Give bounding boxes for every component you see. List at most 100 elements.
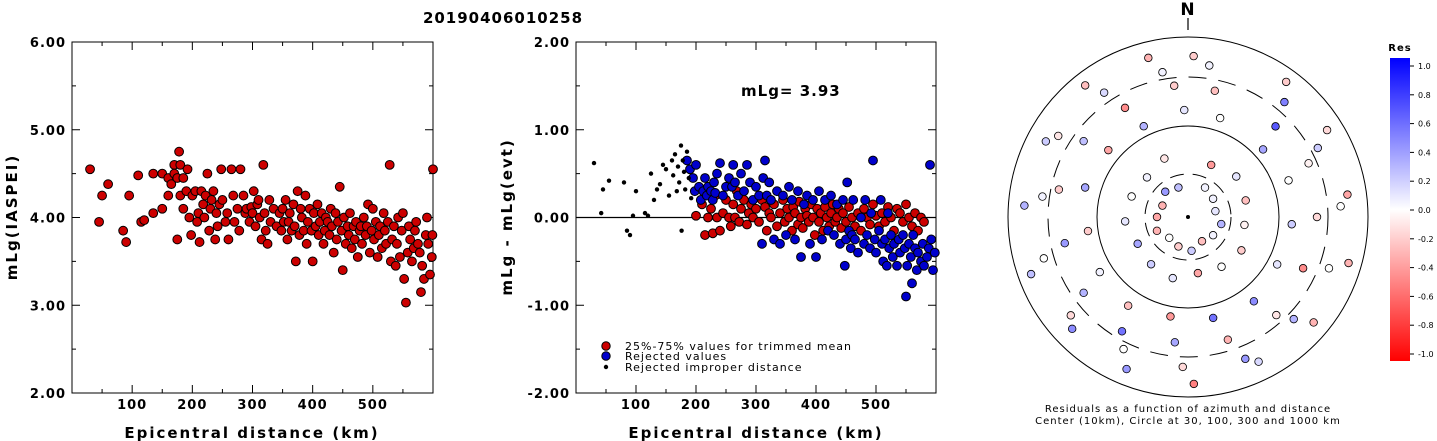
x-tick-label: 400 — [801, 398, 831, 413]
x-tick-label: 300 — [237, 398, 267, 413]
data-point — [222, 208, 233, 219]
data-point — [781, 230, 791, 240]
station-point — [1322, 125, 1332, 135]
station-point — [1241, 354, 1250, 364]
data-point — [621, 180, 627, 185]
data-point — [633, 188, 639, 194]
station-point — [1193, 268, 1203, 278]
data-point — [718, 190, 728, 201]
data-point — [235, 164, 246, 175]
data-point — [417, 260, 428, 271]
station-point — [1083, 226, 1093, 236]
data-point — [337, 265, 348, 276]
station-point — [1174, 183, 1183, 192]
data-point — [405, 234, 416, 245]
data-point — [172, 234, 183, 245]
data-point — [390, 260, 401, 271]
data-point — [97, 190, 107, 201]
data-point — [657, 181, 663, 187]
data-point — [669, 158, 675, 163]
station-point — [1144, 53, 1153, 63]
data-point — [290, 256, 301, 267]
data-point — [730, 177, 740, 188]
data-point — [797, 223, 808, 233]
x-tick-label: 100 — [117, 398, 147, 413]
data-point — [599, 210, 604, 216]
data-point — [871, 247, 881, 258]
data-point — [709, 177, 719, 188]
data-point — [591, 160, 597, 166]
data-point — [284, 208, 295, 219]
data-point — [725, 221, 736, 232]
station-point — [1208, 231, 1218, 240]
data-point — [742, 159, 752, 170]
chart1-y-axis-label: mLg(IASPEI) — [3, 154, 21, 280]
colorbar-gradient — [1390, 58, 1410, 361]
data-point — [700, 230, 710, 240]
station-point — [1168, 273, 1177, 283]
data-point — [399, 274, 410, 284]
station-point — [1208, 313, 1218, 323]
station-point — [1080, 81, 1090, 90]
data-point — [814, 186, 824, 197]
station-point — [1158, 68, 1167, 77]
data-point — [398, 208, 408, 219]
data-point — [844, 202, 854, 212]
data-point — [358, 212, 369, 223]
data-point — [288, 199, 299, 210]
data-point — [238, 190, 249, 201]
data-point — [715, 225, 725, 236]
station-point — [1208, 194, 1218, 203]
station-point — [1099, 88, 1109, 97]
legend-marker-rejected — [601, 351, 611, 361]
data-point — [869, 234, 880, 245]
station-point — [1217, 219, 1226, 229]
data-point — [423, 238, 434, 249]
chart2-y-axis-label: mLg - mLg(evt) — [498, 138, 516, 295]
station-point — [1039, 254, 1049, 263]
data-point — [811, 252, 821, 262]
epicenter-dot — [1186, 215, 1190, 219]
legend-label-rejected: Rejected values — [625, 350, 727, 363]
data-point — [736, 203, 746, 214]
data-point — [764, 177, 775, 188]
data-point — [887, 252, 898, 262]
data-point — [775, 208, 785, 219]
data-point — [706, 203, 716, 214]
magnitude-vs-distance-chart: 100 200 300 400 500 2.00 3.00 4.00 5.00 6.00 Epic… — [3, 36, 438, 441]
x-tick-label: 500 — [861, 398, 891, 413]
station-point — [1343, 190, 1352, 199]
data-point — [691, 210, 701, 221]
station-point — [1161, 187, 1170, 196]
data-point — [875, 195, 886, 205]
data-point — [175, 159, 186, 170]
station-point — [1170, 81, 1179, 90]
data-point — [349, 234, 360, 245]
data-point — [334, 181, 345, 192]
data-point — [751, 181, 761, 192]
data-point — [232, 203, 243, 214]
data-point — [330, 208, 341, 219]
station-point — [1166, 312, 1175, 321]
data-point — [645, 213, 651, 218]
data-point — [289, 221, 300, 232]
legend-label-improper: Rejected improper distance — [625, 361, 803, 374]
data-point — [856, 212, 866, 223]
data-point — [428, 164, 438, 175]
data-point — [600, 187, 606, 192]
station-point — [1020, 201, 1029, 210]
data-point — [414, 247, 425, 258]
y-tick-label: 2.00 — [534, 36, 570, 51]
data-point — [118, 225, 129, 236]
data-point — [422, 212, 432, 223]
y-tick-label: 1.00 — [534, 124, 570, 139]
data-point — [210, 234, 221, 245]
data-point — [892, 260, 902, 271]
data-point — [346, 243, 357, 254]
station-point — [1152, 226, 1162, 236]
station-point — [1298, 264, 1308, 273]
chart2-points — [591, 143, 940, 302]
chart2-x-axis-label: Epicentral distance (km) — [628, 424, 883, 441]
data-point — [184, 212, 195, 223]
station-point — [1165, 233, 1174, 243]
